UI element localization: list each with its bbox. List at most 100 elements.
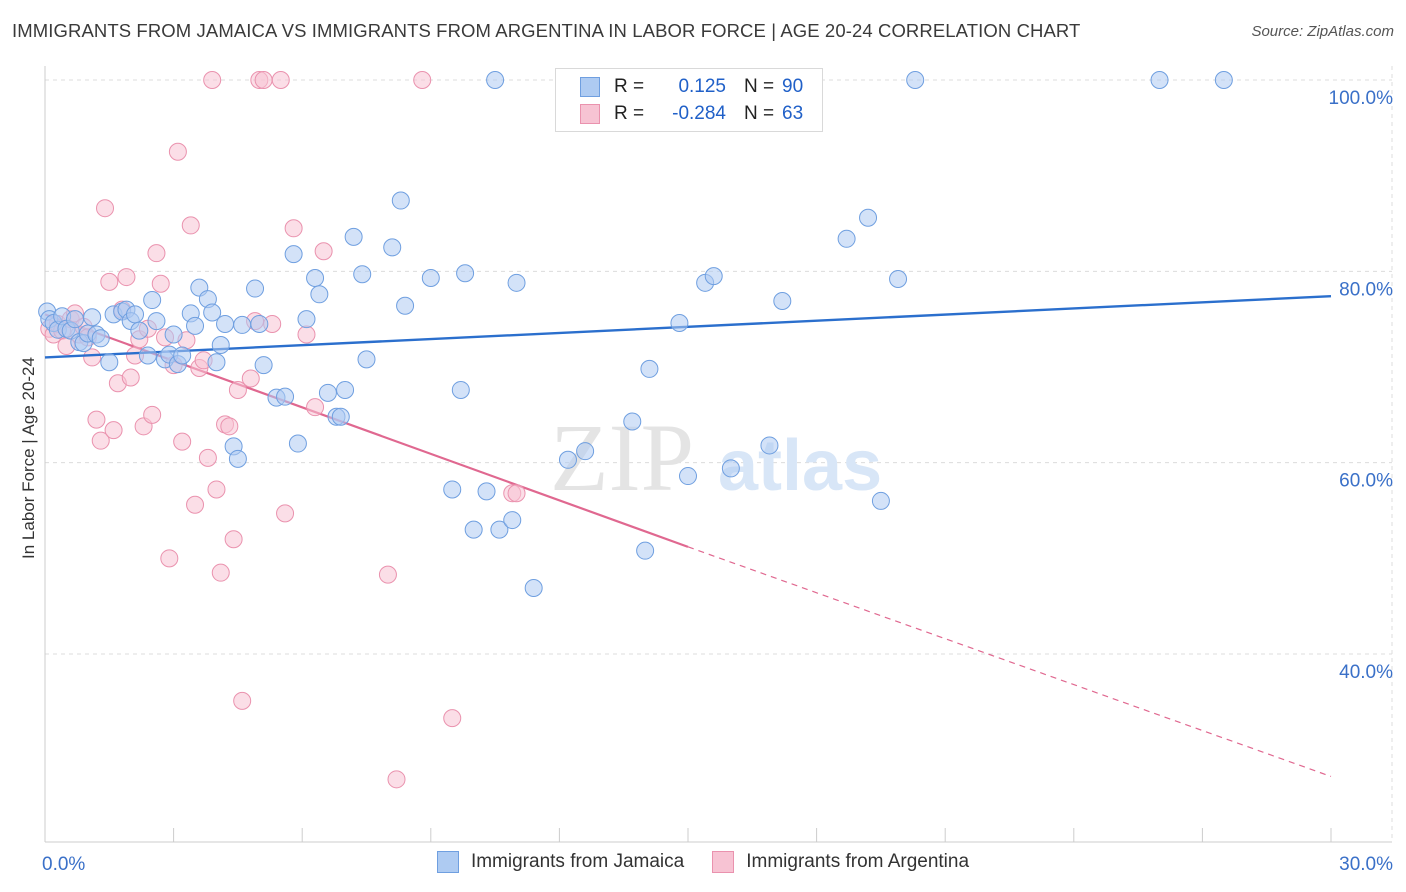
point-jamaica (507, 273, 526, 292)
point-jamaica (704, 267, 723, 286)
point-argentina (96, 199, 115, 218)
point-argentina (91, 431, 110, 450)
point-jamaica (186, 316, 205, 335)
point-jamaica (318, 383, 337, 402)
legend-swatch-argentina (580, 104, 600, 124)
point-jamaica (211, 335, 230, 354)
legend-n-value: 63 (782, 103, 804, 124)
legend-swatch-argentina (712, 851, 735, 873)
legend-r-value: -0.284 (672, 103, 726, 124)
point-jamaica (203, 303, 222, 322)
point-jamaica (357, 350, 376, 369)
point-jamaica (889, 269, 908, 288)
point-jamaica (147, 312, 166, 331)
x-tick-label: 0.0% (42, 854, 85, 875)
point-argentina (271, 71, 290, 89)
point-jamaica (233, 315, 252, 334)
series-legend: Immigrants from Jamaica Immigrants from … (0, 851, 1406, 873)
point-jamaica (216, 314, 235, 333)
point-jamaica (670, 313, 689, 332)
point-argentina (181, 216, 200, 235)
point-jamaica (336, 380, 355, 399)
legend-n-label: N = (744, 76, 775, 97)
point-jamaica (164, 325, 183, 344)
point-jamaica (143, 291, 162, 310)
point-jamaica (396, 296, 415, 315)
point-jamaica (451, 380, 470, 399)
point-argentina (413, 71, 432, 89)
point-argentina (83, 348, 102, 367)
trend-line-jamaica (44, 295, 1332, 359)
legend-label-argentina: Immigrants from Argentina (746, 851, 970, 872)
point-jamaica (297, 310, 316, 329)
point-jamaica (490, 520, 509, 539)
point-argentina (233, 691, 252, 710)
trend-jamaica (44, 295, 1332, 359)
point-argentina (241, 369, 260, 388)
point-jamaica (173, 346, 192, 365)
point-argentina (228, 380, 247, 399)
point-jamaica (503, 511, 522, 530)
point-argentina (254, 71, 273, 89)
point-jamaica (906, 71, 925, 89)
point-argentina (276, 504, 295, 523)
source-label: Source: ZipAtlas.com (1251, 23, 1394, 40)
point-jamaica (310, 285, 329, 304)
legend-item-jamaica[interactable]: Immigrants from Jamaica (436, 851, 685, 873)
legend-n-value: 90 (782, 76, 804, 97)
point-jamaica (721, 459, 740, 478)
point-jamaica (1150, 71, 1169, 89)
trend-line-argentina-dashed (687, 546, 1332, 778)
point-jamaica (477, 482, 496, 501)
watermark: ZIP atlas (550, 404, 882, 511)
point-argentina (224, 530, 243, 549)
chart-title: IMMIGRANTS FROM JAMAICA VS IMMIGRANTS FR… (12, 20, 1081, 41)
point-jamaica (486, 71, 505, 89)
point-argentina (207, 480, 226, 499)
point-jamaica (421, 269, 440, 288)
point-jamaica (464, 520, 483, 539)
point-jamaica (524, 578, 543, 597)
point-argentina (160, 549, 179, 568)
legend-swatch-jamaica (580, 77, 600, 97)
point-jamaica (640, 359, 659, 378)
point-jamaica (837, 229, 856, 248)
point-jamaica (773, 291, 792, 310)
point-argentina (121, 368, 140, 387)
point-argentina (297, 325, 316, 344)
point-argentina (168, 142, 187, 161)
point-jamaica (254, 356, 273, 375)
point-jamaica (331, 407, 350, 426)
point-jamaica (276, 387, 295, 406)
legend-label-jamaica: Immigrants from Jamaica (470, 851, 685, 872)
point-argentina (104, 421, 123, 440)
point-jamaica (760, 436, 779, 455)
legend-item-argentina[interactable]: Immigrants from Argentina (712, 851, 969, 873)
point-jamaica (576, 442, 595, 461)
point-jamaica (66, 310, 85, 329)
point-argentina (186, 495, 205, 514)
point-jamaica (679, 467, 697, 486)
points-jamaica (38, 71, 1233, 597)
point-jamaica (100, 353, 119, 372)
y-tick-label: 80.0% (1339, 279, 1393, 300)
tick-labels: 100.0% 80.0% 60.0% 40.0% 0.0% 30.0% (42, 88, 1393, 875)
point-jamaica (344, 227, 363, 246)
point-jamaica (284, 245, 303, 264)
point-argentina (147, 244, 166, 263)
point-jamaica (207, 353, 226, 372)
point-jamaica (558, 450, 577, 469)
point-jamaica (250, 314, 269, 333)
point-jamaica (138, 346, 157, 365)
point-jamaica (288, 434, 307, 453)
point-jamaica (130, 321, 149, 340)
point-argentina (220, 417, 239, 436)
point-argentina (100, 272, 119, 291)
point-jamaica (391, 191, 410, 210)
point-jamaica (383, 238, 402, 257)
axes (44, 66, 1392, 843)
point-jamaica (859, 208, 878, 227)
watermark-atlas: atlas (718, 426, 882, 506)
point-jamaica (623, 412, 642, 431)
